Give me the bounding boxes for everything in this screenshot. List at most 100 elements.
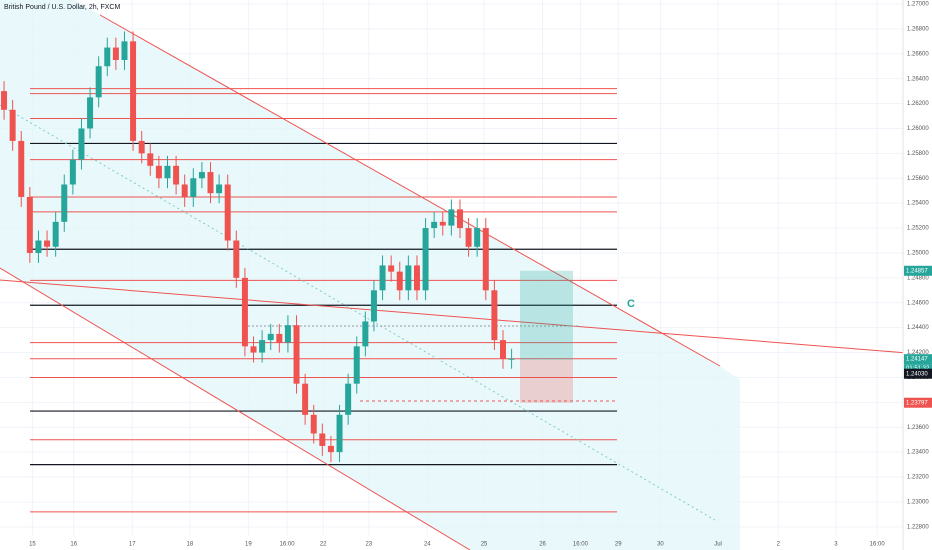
candle-body — [104, 47, 111, 67]
candle-body — [284, 325, 291, 343]
candle-body — [18, 140, 25, 197]
axis: 1.228001.230001.232001.234001.236001.238… — [29, 2, 932, 548]
candle-body — [173, 165, 180, 185]
candle-body — [302, 383, 309, 415]
y-tick-label: 1.25400 — [907, 201, 929, 207]
candle-body — [456, 209, 463, 229]
x-tick-label: 19 — [245, 542, 252, 548]
price-tag-label: 1.24030 — [906, 371, 928, 377]
y-tick-label: 1.23200 — [907, 475, 929, 481]
countdown-bg — [904, 364, 932, 374]
candle-body — [61, 184, 68, 222]
y-tick-label: 1.22800 — [907, 524, 929, 530]
wave-label: C — [627, 298, 635, 310]
x-tick-label: 16:00 — [870, 542, 886, 548]
x-tick-label: 22 — [320, 542, 327, 548]
price-tag — [904, 368, 932, 379]
price-tag-label: 1.24857 — [906, 268, 928, 274]
candle-body — [35, 240, 42, 253]
y-tick-label: 1.25600 — [907, 176, 929, 182]
candles — [1, 31, 515, 463]
x-tick-label: 26 — [539, 542, 546, 548]
y-tick-label: 1.23600 — [907, 425, 929, 431]
candle-body — [353, 346, 360, 384]
candle-body — [224, 184, 231, 241]
channel-upper — [99, 14, 721, 367]
candle-body — [448, 209, 455, 226]
candle-body — [327, 445, 334, 453]
x-tick-label: 16:00 — [280, 542, 296, 548]
candle-body — [147, 153, 154, 166]
candle-body — [362, 321, 369, 347]
candle-body — [1, 91, 8, 110]
candle-body — [413, 265, 420, 291]
price-tag — [904, 354, 932, 365]
chart-title: British Pound / U.S. Dollar, 2h, FXCM — [4, 4, 120, 11]
y-tick-label: 1.25200 — [907, 226, 929, 232]
x-tick-label: 16 — [70, 542, 77, 548]
candle-body — [276, 333, 283, 343]
candle-body — [198, 172, 205, 179]
x-tick-label: 16:00 — [573, 542, 589, 548]
candle-body — [499, 340, 506, 359]
x-tick-label: 29 — [615, 542, 622, 548]
candle-body — [345, 383, 352, 415]
x-tick-label: Jul — [714, 542, 722, 548]
price-tag — [904, 265, 932, 276]
candle-body — [44, 240, 51, 247]
x-tick-label: 18 — [187, 542, 194, 548]
price-tag-label: 1.24147 — [906, 357, 928, 363]
candle-body — [78, 128, 85, 160]
candle-body — [405, 265, 412, 291]
candle-body — [259, 340, 266, 353]
x-tick-label: 30 — [657, 542, 664, 548]
y-tick-label: 1.23400 — [907, 450, 929, 456]
channel-lower — [0, 267, 471, 550]
candle-body — [319, 433, 326, 446]
candle-body — [207, 172, 214, 194]
candle-body — [9, 109, 16, 141]
candle-body — [52, 221, 59, 247]
candle-body — [482, 228, 489, 291]
price-tag-label: 1.23797 — [906, 400, 928, 406]
candle-body — [95, 66, 102, 98]
candle-body — [439, 221, 446, 226]
candle-body — [87, 97, 94, 129]
channel-fill — [0, 0, 740, 550]
y-tick-label: 1.25000 — [907, 251, 929, 257]
candle-body — [250, 346, 257, 353]
levels — [30, 88, 617, 513]
y-tick-label: 1.26000 — [907, 126, 929, 132]
candle-body — [241, 277, 248, 347]
candle-body — [370, 290, 377, 322]
candle-body — [181, 184, 188, 197]
trendline — [0, 279, 932, 356]
profit-zone — [520, 270, 573, 361]
y-tick-label: 1.24600 — [907, 300, 929, 306]
position — [520, 270, 573, 403]
x-tick-label: 24 — [424, 542, 431, 548]
x-tick-label: 15 — [29, 542, 36, 548]
candle-body — [233, 240, 240, 278]
candle-body — [508, 358, 515, 360]
candle-body — [310, 414, 317, 434]
y-tick-label: 1.27000 — [907, 2, 929, 8]
candle-body — [388, 265, 395, 272]
candle-body — [379, 265, 386, 291]
x-tick-label: 2 — [777, 542, 781, 548]
y-tick-label: 1.26800 — [907, 26, 929, 32]
candle-body — [69, 159, 76, 185]
x-tick-label: 23 — [365, 542, 372, 548]
candle-body — [216, 184, 223, 194]
y-tick-label: 1.24400 — [907, 325, 929, 331]
candle-body — [431, 221, 438, 229]
candle-body — [130, 41, 137, 141]
x-tick-label: 3 — [834, 542, 838, 548]
y-tick-label: 1.23000 — [907, 500, 929, 506]
candle-body — [112, 47, 119, 61]
y-tick-label: 1.26400 — [907, 76, 929, 82]
candle-body — [422, 228, 429, 291]
y-tick-label: 1.25800 — [907, 151, 929, 157]
candle-body — [491, 290, 498, 341]
